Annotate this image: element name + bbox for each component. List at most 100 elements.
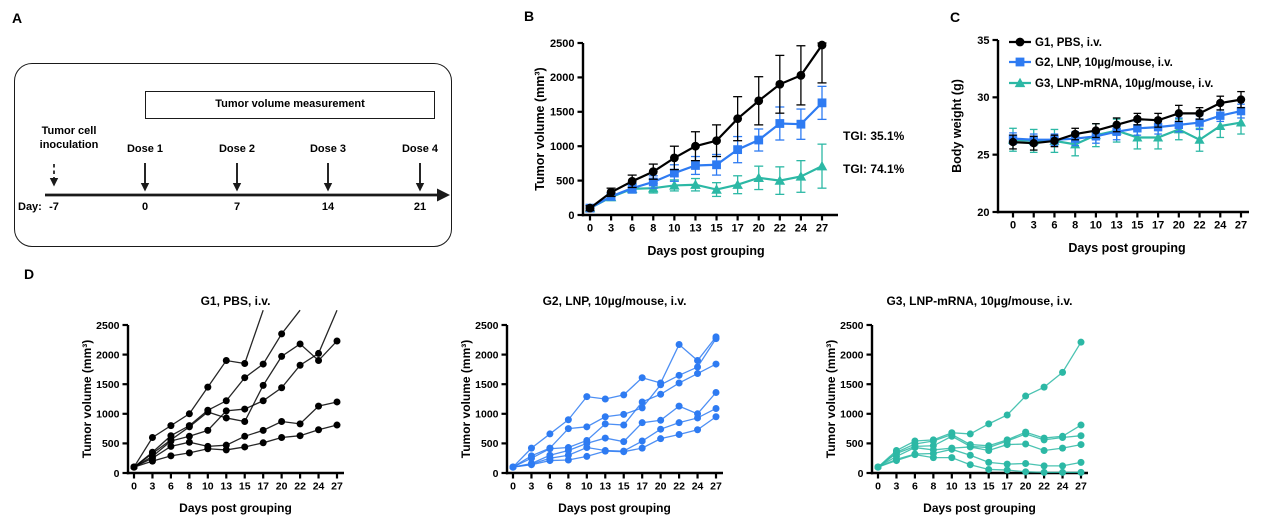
svg-text:Days post grouping: Days post grouping: [179, 501, 292, 515]
svg-text:Days post grouping: Days post grouping: [558, 501, 671, 515]
mean-tumor-volume-chart: Tumor volume (mm³) Days post grouping 0 500…: [533, 38, 838, 258]
inoculation-label: Tumor cell inoculation: [39, 125, 99, 151]
svg-text:8: 8: [930, 481, 936, 493]
svg-text:1000: 1000: [550, 141, 574, 153]
svg-text:22: 22: [1193, 220, 1205, 232]
svg-text:13: 13: [599, 481, 611, 493]
tgi-annotation-g3: TGI: 74.1%: [843, 162, 905, 176]
svg-text:G2, LNP, 10µg/mouse, i.v.: G2, LNP, 10µg/mouse, i.v.: [1035, 57, 1173, 69]
svg-text:27: 27: [710, 481, 722, 493]
series-mouse-1: [130, 309, 264, 471]
svg-text:20: 20: [1173, 220, 1185, 232]
svg-text:0: 0: [568, 210, 574, 222]
svg-text:0: 0: [493, 468, 499, 480]
dose-3-arrow: [323, 163, 333, 192]
series-mouse-5: [130, 398, 341, 471]
series-mouse-1: [874, 338, 1085, 471]
svg-text:24: 24: [795, 223, 808, 235]
svg-text:G3, LNP-mRNA, 10µg/mouse, i.v.: G3, LNP-mRNA, 10µg/mouse, i.v.: [886, 294, 1072, 308]
series-mouse-6: [509, 413, 720, 471]
svg-text:500: 500: [846, 438, 864, 450]
svg-text:22: 22: [774, 223, 786, 235]
dose-1-label: Dose 1: [126, 143, 164, 155]
svg-text:6: 6: [168, 481, 174, 493]
svg-text:20: 20: [753, 223, 765, 235]
dose-4-arrow: [415, 163, 425, 192]
svg-text:2500: 2500: [475, 320, 499, 332]
svg-text:1000: 1000: [96, 409, 120, 421]
svg-text:17: 17: [1001, 481, 1013, 493]
svg-text:1000: 1000: [475, 409, 499, 421]
series-g1-pbs-i-v-: [585, 40, 827, 213]
svg-text:6: 6: [547, 481, 553, 493]
svg-text:500: 500: [102, 438, 120, 450]
svg-text:13: 13: [964, 481, 976, 493]
svg-text:15: 15: [710, 223, 722, 235]
panel-a-study-schematic: Tumor volume measurement Tumor cell inoc…: [14, 63, 452, 247]
svg-text:30: 30: [977, 92, 989, 104]
inoculation-arrow: [49, 164, 59, 187]
series-g3-lnp-mrna-10-g-mouse-i-v-: [1007, 110, 1247, 157]
svg-text:22: 22: [294, 481, 306, 493]
svg-text:0: 0: [114, 468, 120, 480]
svg-text:10: 10: [1090, 220, 1102, 232]
svg-text:17: 17: [257, 481, 269, 493]
body-weight-chart: Body weight (g)Days post grouping2025303…: [950, 35, 1249, 255]
tgi-annotation-g2: TGI: 35.1%: [843, 129, 905, 143]
svg-text:24: 24: [313, 481, 325, 493]
svg-text:2000: 2000: [475, 349, 499, 361]
svg-text:Days post grouping: Days post grouping: [647, 244, 764, 258]
svg-text:0: 0: [131, 481, 137, 493]
panel-d-label: D: [24, 266, 35, 282]
svg-text:8: 8: [565, 481, 571, 493]
individual-tumor-volume-chart-g1: G1, PBS, i.v. Tumor volume (mm³) Days post…: [80, 294, 344, 515]
svg-text:3: 3: [529, 481, 535, 493]
svg-text:2000: 2000: [840, 349, 864, 361]
svg-text:3: 3: [894, 481, 900, 493]
svg-text:24: 24: [1214, 220, 1227, 232]
measurement-window-box: Tumor volume measurement: [145, 91, 435, 119]
day-value-7: 7: [233, 201, 241, 213]
svg-text:8: 8: [186, 481, 192, 493]
svg-text:17: 17: [1152, 220, 1164, 232]
series-mouse-1: [509, 333, 720, 471]
day-value-21: 21: [413, 201, 427, 213]
dose-2-label: Dose 2: [218, 143, 256, 155]
panel-b-label: B: [524, 8, 535, 24]
individual-tumor-volume-chart-g2: G2, LNP, 10µg/mouse, i.v. Tumor volume (m…: [459, 294, 723, 515]
day-value-minus7: -7: [49, 201, 59, 213]
svg-text:2000: 2000: [96, 349, 120, 361]
svg-text:2000: 2000: [550, 72, 574, 84]
svg-text:25: 25: [977, 149, 989, 161]
legend: G1, PBS, i.v. G2, LNP, 10µg/mouse, i.v. G3…: [1009, 37, 1213, 90]
series-mouse-4: [509, 388, 720, 471]
svg-text:1500: 1500: [475, 379, 499, 391]
svg-text:20: 20: [977, 207, 989, 219]
svg-text:13: 13: [220, 481, 232, 493]
svg-text:13: 13: [1111, 220, 1123, 232]
svg-text:3: 3: [150, 481, 156, 493]
svg-text:500: 500: [556, 175, 574, 187]
axes: 20 25 30 35 0 3 6 8 10 13 15 17 20 22 24 27: [977, 35, 1249, 232]
svg-text:0: 0: [875, 481, 881, 493]
svg-text:Body weight (g): Body weight (g): [950, 79, 964, 173]
dose-1-arrow: [140, 163, 150, 192]
series-g2-lnp-10-g-mouse-i-v-: [1008, 103, 1246, 147]
svg-text:8: 8: [1072, 220, 1078, 232]
svg-text:1500: 1500: [550, 107, 574, 119]
svg-text:15: 15: [618, 481, 630, 493]
svg-text:27: 27: [1235, 220, 1247, 232]
individual-tumor-volume-chart-g3: G3, LNP-mRNA, 10µg/mouse, i.v. Tumor volu…: [824, 294, 1088, 515]
day-value-14: 14: [321, 201, 335, 213]
dose-4-label: Dose 4: [401, 143, 439, 155]
svg-text:10: 10: [202, 481, 214, 493]
svg-text:6: 6: [629, 223, 635, 235]
svg-text:17: 17: [732, 223, 744, 235]
svg-text:Tumor volume (mm³): Tumor volume (mm³): [80, 340, 94, 458]
svg-text:G3, LNP-mRNA, 10µg/mouse, i.v.: G3, LNP-mRNA, 10µg/mouse, i.v.: [1035, 78, 1213, 90]
svg-text:24: 24: [692, 481, 704, 493]
